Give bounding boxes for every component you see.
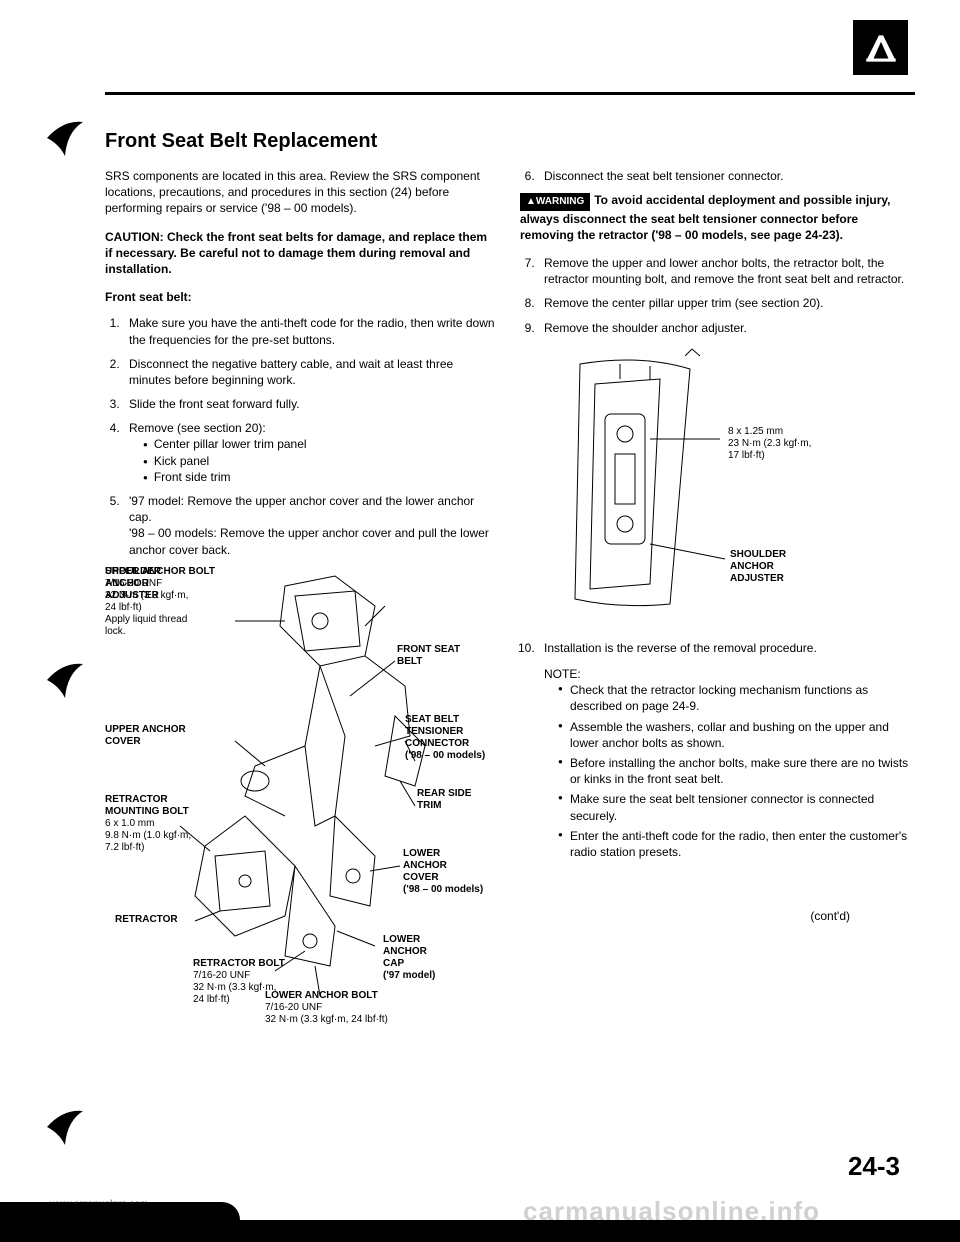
note-item: Check that the retractor locking mechani… <box>558 682 910 714</box>
caution-text: CAUTION: Check the front seat belts for … <box>105 229 495 278</box>
bullet-item: Front side trim <box>143 469 495 485</box>
note-item: Before installing the anchor bolts, make… <box>558 755 910 787</box>
label-title: LOWER ANCHOR BOLT <box>265 990 378 1001</box>
footer-bar-left <box>0 1202 240 1220</box>
step-item: Slide the front seat forward fully. <box>123 396 495 412</box>
label-front-belt: FRONT SEAT BELT <box>397 644 460 668</box>
intro-text: SRS components are located in this area.… <box>105 168 495 217</box>
figure-seat-belt-assembly: UPPER ANCHOR BOLT7/16-20 UNF 32 N·m (3.3… <box>105 566 495 1016</box>
step-item: Disconnect the seat belt tensioner conne… <box>538 168 910 184</box>
step-list-c: Installation is the reverse of the remov… <box>538 640 910 860</box>
header-rule <box>105 92 915 95</box>
step-text: Remove (see section 20): <box>129 421 266 435</box>
note-item: Assemble the washers, collar and bushing… <box>558 719 910 751</box>
step-item: Remove the center pillar upper trim (see… <box>538 295 910 311</box>
step-item: Remove (see section 20): Center pillar l… <box>123 420 495 485</box>
note-heading: NOTE: <box>544 666 910 682</box>
step-item: Disconnect the negative battery cable, a… <box>123 356 495 388</box>
page-title: Front Seat Belt Replacement <box>105 130 377 153</box>
label-shoulder-adjuster: SHOULDER ANCHOR ADJUSTER <box>730 549 786 585</box>
label-retractor-mount: RETRACTOR MOUNTING BOLT6 x 1.0 mm 9.8 N·… <box>105 794 191 854</box>
step-list-b: Disconnect the seat belt tensioner conne… <box>538 168 910 184</box>
brand-logo <box>853 20 908 75</box>
note-item: Enter the anti-theft code for the radio,… <box>558 828 910 860</box>
bullet-item: Center pillar lower trim panel <box>143 436 495 452</box>
page-number: 24-3 <box>848 1151 900 1182</box>
label-title: RETRACTOR MOUNTING BOLT <box>105 794 189 817</box>
step-text: Installation is the reverse of the remov… <box>544 641 817 655</box>
left-column: SRS components are located in this area.… <box>105 168 495 1016</box>
figure-shoulder-adjuster: 8 x 1.25 mm 23 N·m (2.3 kgf·m, 17 lbf·ft… <box>520 344 860 624</box>
label-title: RETRACTOR BOLT <box>193 958 285 969</box>
right-column: Disconnect the seat belt tensioner conne… <box>520 168 910 868</box>
sub-bullets: Center pillar lower trim panel Kick pane… <box>143 436 495 485</box>
step-item: Make sure you have the anti-theft code f… <box>123 315 495 347</box>
note-item: Make sure the seat belt tensioner connec… <box>558 791 910 823</box>
label-spec: 6 x 1.0 mm 9.8 N·m (1.0 kgf·m, 7.2 lbf·f… <box>105 818 191 853</box>
label-lower-cover: LOWER ANCHOR COVER ('98 – 00 models) <box>403 848 483 896</box>
label-bolt-spec: 8 x 1.25 mm 23 N·m (2.3 kgf·m, 17 lbf·ft… <box>728 426 811 462</box>
label-shoulder-adjuster: SHOULDER ANCHOR ADJUSTER <box>105 566 161 602</box>
label-spec: 7/16-20 UNF 32 N·m (3.3 kgf·m, 24 lbf·ft… <box>193 970 276 1005</box>
step-item: Installation is the reverse of the remov… <box>538 640 910 860</box>
label-upper-cover: UPPER ANCHOR COVER <box>105 724 186 748</box>
subheading: Front seat belt: <box>105 289 495 305</box>
warning-block: ▲WARNINGTo avoid accidental deployment a… <box>520 192 910 243</box>
label-spec: 7/16-20 UNF 32 N·m (3.3 kgf·m, 24 lbf·ft… <box>265 1002 388 1025</box>
margin-arrow-icon <box>45 1107 85 1147</box>
contd-text: (cont'd) <box>810 908 850 924</box>
note-list: Check that the retractor locking mechani… <box>558 682 910 860</box>
step-item: Remove the upper and lower anchor bolts,… <box>538 255 910 287</box>
label-lower-bolt: LOWER ANCHOR BOLT7/16-20 UNF 32 N·m (3.3… <box>265 990 388 1026</box>
margin-arrow-icon <box>45 660 85 700</box>
warning-badge: ▲WARNING <box>520 193 590 211</box>
label-spec: 8 x 1.25 mm 23 N·m (2.3 kgf·m, 17 lbf·ft… <box>728 426 811 461</box>
step-list-b2: Remove the upper and lower anchor bolts,… <box>538 255 910 336</box>
caution-body: CAUTION: Check the front seat belts for … <box>105 230 487 276</box>
label-rear-trim: REAR SIDE TRIM <box>417 788 471 812</box>
step-item: Remove the shoulder anchor adjuster. <box>538 320 910 336</box>
label-lower-cap: LOWER ANCHOR CAP ('97 model) <box>383 934 435 982</box>
step-list-a: Make sure you have the anti-theft code f… <box>123 315 495 557</box>
margin-arrow-icon <box>45 118 85 158</box>
label-retractor: RETRACTOR <box>115 914 178 926</box>
footer-bar <box>0 1220 960 1242</box>
label-tensioner: SEAT BELT TENSIONER CONNECTOR ('98 – 00 … <box>405 714 485 762</box>
bullet-item: Kick panel <box>143 453 495 469</box>
step-item: '97 model: Remove the upper anchor cover… <box>123 493 495 558</box>
